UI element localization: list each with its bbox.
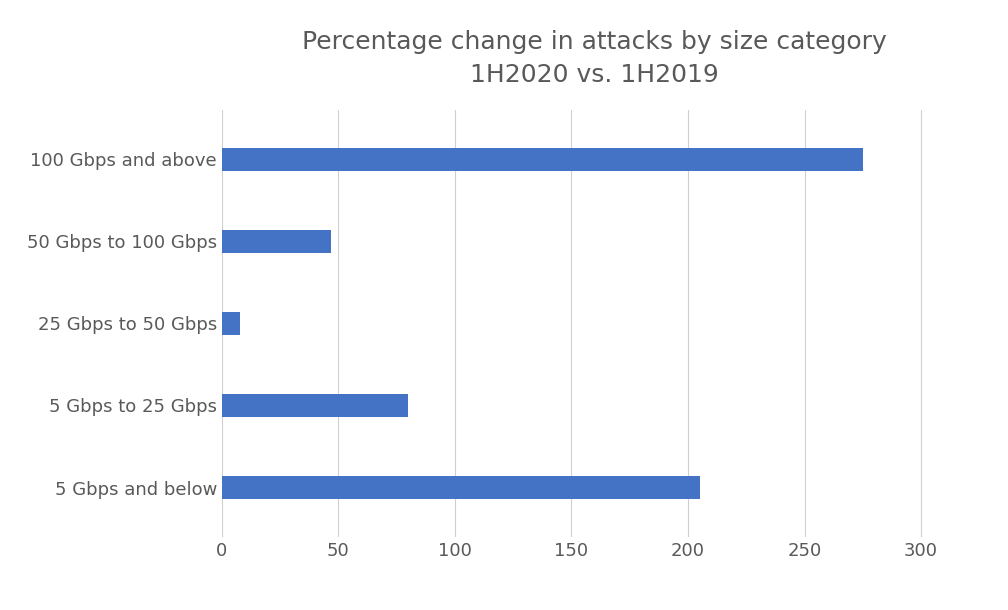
Bar (222, 476, 700, 499)
Bar (222, 312, 240, 335)
Bar (222, 394, 408, 417)
Bar (222, 148, 863, 171)
Bar (222, 230, 332, 253)
Title: Percentage change in attacks by size category
1H2020 vs. 1H2019: Percentage change in attacks by size cat… (302, 29, 887, 87)
